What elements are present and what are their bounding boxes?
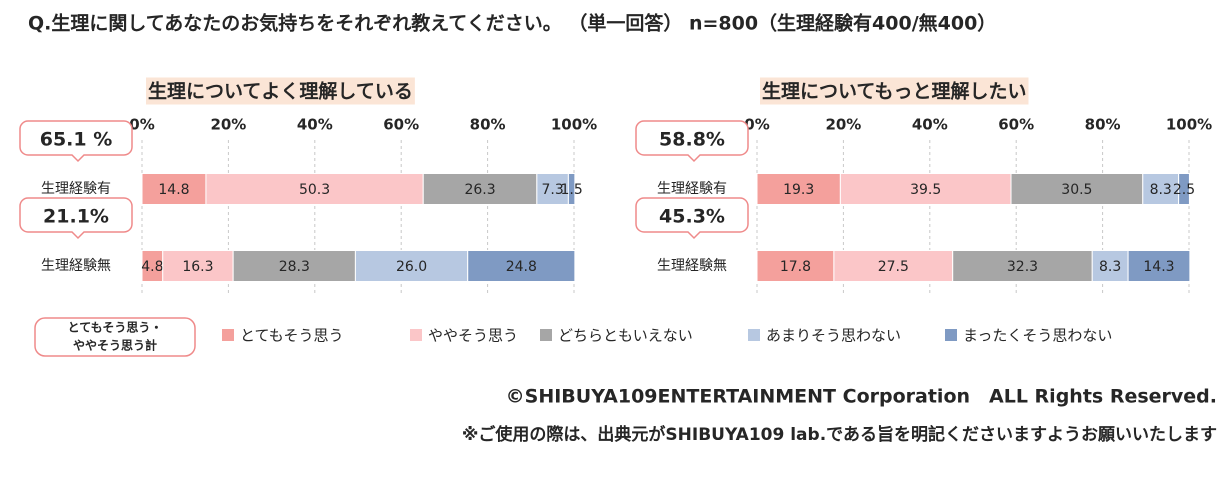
- callout-label: 21.1%: [43, 206, 109, 228]
- x-tick-label: 80%: [1085, 116, 1121, 134]
- legend-label: ややそう思う: [428, 327, 518, 345]
- x-tick-label: 20%: [825, 116, 861, 134]
- value-label: 14.3: [1143, 259, 1174, 275]
- usage-note: ※ご使用の際は、出典元がSHIBUYA109 lab.である旨を明記くださいます…: [462, 424, 1217, 445]
- value-label: 8.3: [1099, 259, 1121, 275]
- value-label: 14.8: [158, 182, 189, 198]
- legend-swatch: [410, 329, 422, 341]
- value-label: 16.3: [182, 259, 213, 275]
- value-label: 8.3: [1150, 182, 1172, 198]
- value-label: 7.3: [541, 182, 563, 198]
- callout-box: [19, 120, 133, 163]
- title-highlight: [146, 77, 415, 105]
- chart-title: 生理についてよく理解している: [148, 80, 413, 103]
- bar-segment: [205, 173, 424, 205]
- callout-box: [635, 120, 749, 163]
- category-label: 生理経験無: [41, 258, 111, 274]
- category-label: 生理経験有: [657, 181, 727, 197]
- value-label: 26.3: [464, 182, 495, 198]
- value-label: 32.3: [1007, 259, 1038, 275]
- bar-segment: [536, 173, 569, 205]
- bar-segment: [1178, 173, 1190, 205]
- bar-segment: [1127, 250, 1191, 282]
- legend-label: とてもそう思う: [240, 327, 344, 345]
- x-tick-label: 100%: [551, 116, 597, 134]
- x-tick-label: 40%: [912, 116, 948, 134]
- callout-label: 65.1 %: [40, 129, 113, 151]
- bar-segment: [467, 250, 576, 282]
- legend-swatch: [945, 329, 957, 341]
- bar-segment: [354, 250, 469, 282]
- callout-box: [635, 197, 749, 240]
- callout-label: 58.8%: [659, 129, 725, 151]
- legend-swatch: [540, 329, 552, 341]
- legend-swatch: [222, 329, 234, 341]
- bar-segment: [567, 173, 576, 205]
- value-label: 17.8: [780, 259, 811, 275]
- x-tick-label: 80%: [470, 116, 506, 134]
- bar-segment: [1010, 173, 1144, 205]
- value-label: 4.8: [141, 259, 163, 275]
- legend-note: とてもそう思う・: [68, 321, 163, 335]
- bar-segment: [756, 250, 835, 282]
- bar-segment: [141, 173, 207, 205]
- x-tick-label: 60%: [383, 116, 419, 134]
- bar-segment: [833, 250, 954, 282]
- value-label: 27.5: [878, 259, 909, 275]
- x-tick-label: 0%: [129, 116, 154, 134]
- copyright: ©SHIBUYA109ENTERTAINMENT Corporation ALL…: [506, 386, 1217, 408]
- question-title: Q.生理に関してあなたのお気持ちをそれぞれ教えてください。 （単一回答） n=8…: [28, 12, 996, 35]
- x-tick-label: 60%: [998, 116, 1034, 134]
- value-label: 1.5: [560, 182, 582, 198]
- value-label: 24.8: [506, 259, 537, 275]
- value-label: 39.5: [910, 182, 941, 198]
- value-label: 28.3: [279, 259, 310, 275]
- x-tick-label: 40%: [297, 116, 333, 134]
- x-tick-label: 100%: [1166, 116, 1212, 134]
- x-tick-label: 0%: [744, 116, 769, 134]
- category-label: 生理経験無: [657, 258, 727, 274]
- bar-segment: [162, 250, 234, 282]
- value-label: 19.3: [783, 182, 814, 198]
- callout-box: [19, 197, 133, 240]
- bar-segment: [952, 250, 1093, 282]
- chart-title: 生理についてもっと理解したい: [762, 80, 1026, 103]
- legend-swatch: [748, 329, 760, 341]
- bar-segment: [1091, 250, 1129, 282]
- x-tick-label: 20%: [210, 116, 246, 134]
- legend-label: あまりそう思わない: [766, 327, 901, 345]
- note-box: [34, 317, 196, 357]
- value-label: 50.3: [299, 182, 330, 198]
- legend-label: どちらともいえない: [558, 327, 693, 345]
- title-highlight: [760, 77, 1029, 105]
- category-label: 生理経験有: [41, 181, 111, 197]
- value-label: 30.5: [1061, 182, 1092, 198]
- bar-segment: [839, 173, 1012, 205]
- legend-label: まったくそう思わない: [963, 327, 1112, 345]
- value-label: 26.0: [396, 259, 427, 275]
- value-label: 2.5: [1173, 182, 1195, 198]
- legend-note: ややそう思う計: [73, 338, 157, 353]
- callout-label: 45.3%: [659, 206, 725, 228]
